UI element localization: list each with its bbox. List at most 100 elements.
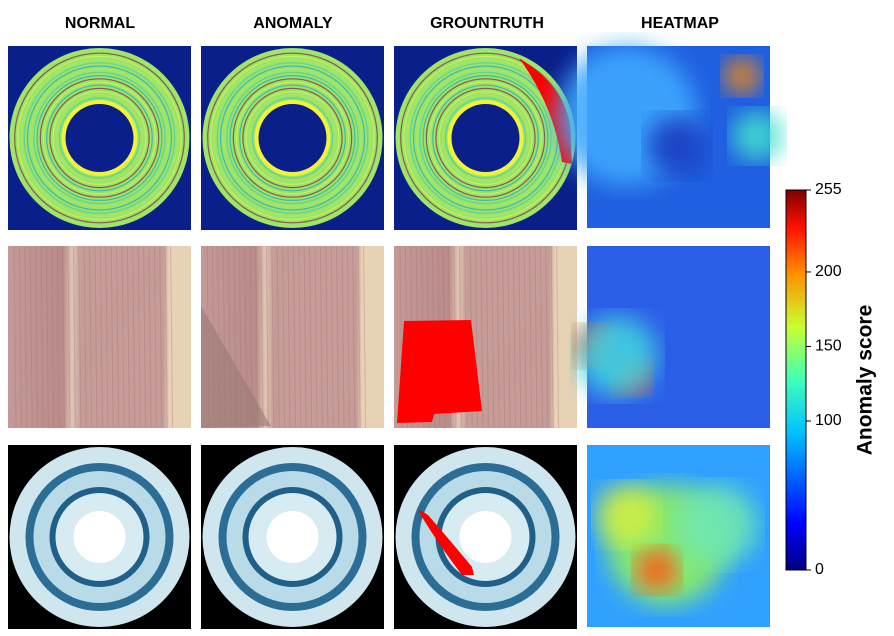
grain	[282, 245, 286, 429]
grain	[110, 245, 114, 429]
grain	[13, 245, 17, 429]
grain	[83, 245, 87, 429]
grain	[545, 245, 549, 429]
column-header: NORMAL	[65, 15, 135, 32]
grain	[99, 245, 103, 429]
ground-truth	[519, 58, 572, 164]
grain	[94, 245, 98, 429]
column-header: ANOMALY	[253, 15, 333, 32]
grain	[159, 245, 163, 429]
ring	[219, 65, 366, 211]
grain	[346, 245, 350, 429]
ring	[36, 74, 163, 202]
grain	[341, 245, 345, 429]
ring	[242, 87, 343, 189]
grain	[132, 245, 136, 429]
ring	[216, 62, 369, 214]
grain	[67, 245, 71, 429]
ring	[459, 511, 512, 563]
grain	[507, 245, 511, 429]
grain	[556, 245, 560, 429]
column-header: HEATMAP	[641, 15, 719, 32]
grain	[29, 245, 33, 429]
grain	[51, 245, 55, 429]
grain	[143, 245, 147, 429]
ground-truth	[419, 510, 474, 575]
grain	[502, 245, 506, 429]
grain	[292, 245, 296, 429]
ring	[46, 84, 153, 192]
ring	[10, 49, 189, 227]
ring	[419, 71, 552, 205]
column-header: GROUNTRUTH	[430, 15, 544, 32]
grain	[529, 245, 533, 429]
hole	[451, 104, 520, 172]
grain	[352, 245, 356, 429]
grain	[89, 245, 93, 429]
grain	[314, 245, 318, 429]
ring	[39, 78, 160, 198]
defect	[201, 306, 271, 428]
grain	[126, 245, 130, 429]
ring	[425, 78, 546, 198]
hole	[65, 104, 134, 172]
ring	[441, 94, 530, 182]
grain	[105, 245, 109, 429]
ring	[435, 87, 536, 189]
grain	[491, 245, 495, 429]
ring	[245, 90, 340, 186]
ring	[26, 65, 173, 211]
colorbar-tick-label: 200	[815, 263, 842, 280]
grain	[518, 245, 522, 429]
ring	[73, 511, 126, 563]
grain	[121, 245, 125, 429]
ring	[30, 68, 169, 208]
ground-truth	[397, 320, 482, 423]
heat-blob	[724, 58, 760, 94]
colorbar-tick-label: 255	[815, 181, 842, 198]
grain	[309, 245, 313, 429]
grain	[363, 245, 367, 429]
grain	[62, 245, 66, 429]
grain	[24, 245, 28, 429]
ring	[203, 49, 382, 227]
grain	[45, 245, 49, 429]
grain	[255, 245, 259, 429]
heat-blob	[597, 485, 657, 545]
ring	[20, 58, 179, 218]
ring	[229, 74, 356, 202]
grain	[170, 245, 174, 429]
ring	[207, 52, 378, 224]
grain	[287, 245, 291, 429]
grain	[56, 245, 60, 429]
ring	[33, 71, 166, 205]
heat-blob	[732, 111, 782, 161]
ring	[248, 94, 337, 182]
ring	[428, 81, 543, 195]
ring	[226, 71, 359, 205]
grain	[35, 245, 39, 429]
ring	[58, 97, 141, 179]
ring	[432, 84, 539, 192]
grain	[485, 245, 489, 429]
grain	[512, 245, 516, 429]
grain	[18, 245, 22, 429]
grain	[319, 245, 323, 429]
grain	[298, 245, 302, 429]
grain	[153, 245, 157, 429]
grain	[480, 245, 484, 429]
colorbar-tick-label: 0	[815, 561, 824, 578]
colorbar-label: Anomaly score	[854, 305, 877, 456]
ring	[235, 81, 350, 195]
grain	[72, 245, 76, 429]
ring	[52, 90, 147, 186]
ring	[55, 94, 144, 182]
ring	[438, 90, 533, 186]
ring	[223, 68, 362, 208]
grain	[303, 245, 307, 429]
ring	[416, 68, 555, 208]
grain	[357, 245, 361, 429]
image	[8, 246, 191, 428]
ring	[266, 511, 319, 563]
heat-blob	[577, 316, 657, 396]
